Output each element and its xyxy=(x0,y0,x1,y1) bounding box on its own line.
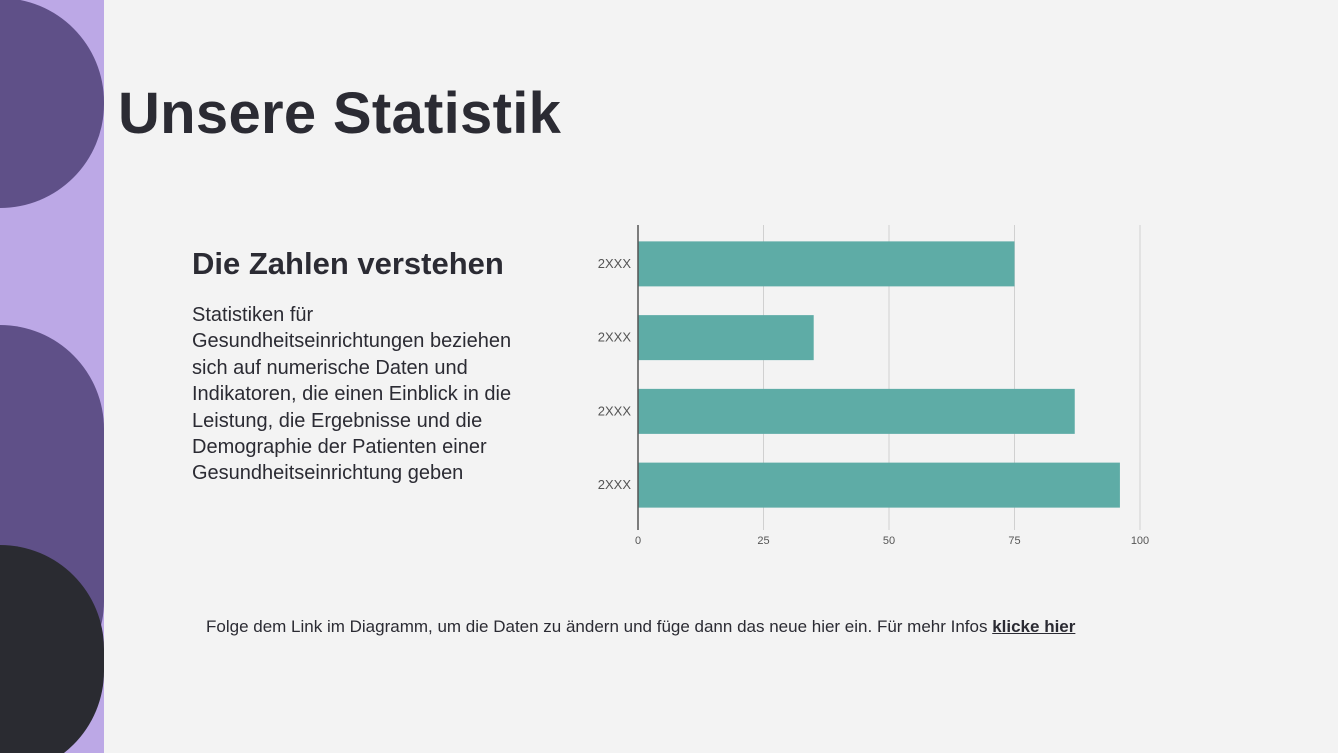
x-tick-label-100: 100 xyxy=(1131,535,1149,547)
bar-1 xyxy=(638,241,1015,287)
decorative-half-circle-top xyxy=(0,0,104,208)
body-paragraph: Statistiken für Gesundheitseinrichtungen… xyxy=(192,304,512,485)
section-subtitle: Die Zahlen verstehen xyxy=(192,246,504,281)
bar-chart: 0 25 50 75 100 2XXX 2XXX 2XXX 2XXX xyxy=(598,225,1149,547)
x-tick-label-25: 25 xyxy=(757,535,769,547)
slide-title: Unsere Statistik xyxy=(118,81,562,146)
bar-3 xyxy=(638,388,1075,434)
category-label-3: 2XXX xyxy=(598,403,632,418)
bar-4 xyxy=(638,462,1120,508)
x-tick-label-75: 75 xyxy=(1008,535,1020,547)
bar-chart-container: 0 25 50 75 100 2XXX 2XXX 2XXX 2XXX xyxy=(580,215,1180,560)
left-decoration-strip xyxy=(0,0,104,753)
more-info-link[interactable]: klicke hier xyxy=(992,617,1076,636)
category-label-1: 2XXX xyxy=(598,256,632,271)
category-label-2: 2XXX xyxy=(598,330,632,345)
footer-text: Folge dem Link im Diagramm, um die Daten… xyxy=(206,617,993,636)
bar-2 xyxy=(638,315,814,361)
x-tick-label-50: 50 xyxy=(883,535,895,547)
category-label-4: 2XXX xyxy=(598,477,632,492)
footer-note: Folge dem Link im Diagramm, um die Daten… xyxy=(206,617,1075,637)
x-tick-label-0: 0 xyxy=(635,535,641,547)
